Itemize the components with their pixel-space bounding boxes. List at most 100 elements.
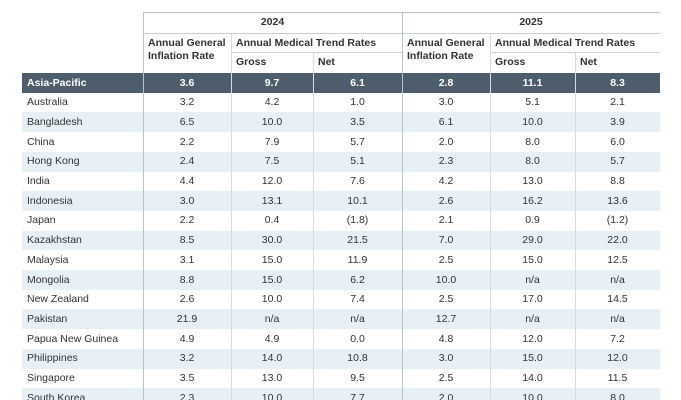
row-background bbox=[22, 329, 660, 350]
cell-value: 3.0 bbox=[438, 96, 454, 109]
cell-value: 12.0 bbox=[261, 175, 283, 187]
cell-value: 13.1 bbox=[261, 194, 283, 207]
row-background bbox=[22, 230, 660, 251]
row-label: Pakistan bbox=[27, 312, 68, 325]
cell-value: 3.2 bbox=[179, 96, 195, 109]
row-background bbox=[22, 92, 660, 113]
row-label: Hong Kong bbox=[27, 155, 80, 168]
cell-value: 10.0 bbox=[261, 391, 283, 400]
cell-value: 11.9 bbox=[347, 253, 368, 266]
cell-value: 2.0 bbox=[438, 135, 454, 148]
cell-value: 17.0 bbox=[522, 293, 543, 306]
cell-value: 21.9 bbox=[176, 312, 198, 325]
row-background bbox=[22, 210, 660, 232]
cell-value: 6.5 bbox=[179, 115, 195, 128]
cell-value: 2.6 bbox=[438, 194, 454, 207]
cell-value: 7.0 bbox=[438, 234, 454, 247]
column-divider bbox=[490, 34, 491, 400]
cell-value: 30.0 bbox=[261, 234, 283, 247]
net-header: Net bbox=[318, 56, 335, 68]
row-background bbox=[22, 388, 660, 400]
cell-value: 9.7 bbox=[264, 76, 280, 89]
cell-value: 11.5 bbox=[607, 372, 628, 384]
net-header: Net bbox=[580, 56, 597, 68]
cell-value: 5.7 bbox=[350, 135, 365, 148]
cell-value: 10.1 bbox=[347, 194, 368, 207]
cell-value: 8.0 bbox=[525, 155, 540, 168]
medical-header: Annual Medical Trend Rates bbox=[495, 37, 636, 49]
cell-value: 7.6 bbox=[350, 175, 365, 187]
cell-value: 7.9 bbox=[264, 135, 280, 148]
cell-value: 14.0 bbox=[261, 352, 283, 365]
cell-value: 2.1 bbox=[438, 214, 454, 227]
cell-value: 7.2 bbox=[610, 332, 625, 345]
row-label: Japan bbox=[27, 214, 56, 227]
cell-value: 10.8 bbox=[347, 352, 368, 365]
row-background bbox=[22, 112, 660, 133]
medical-line bbox=[490, 52, 660, 53]
cell-value: n/a bbox=[264, 312, 280, 325]
cell-value: 22.0 bbox=[607, 234, 628, 247]
row-label: India bbox=[27, 175, 50, 187]
cell-value: 14.0 bbox=[522, 372, 543, 384]
cell-value: 0.4 bbox=[264, 214, 280, 227]
cell-value: 2.0 bbox=[438, 391, 454, 400]
cell-value: 8.5 bbox=[179, 234, 195, 247]
cell-value: 2.5 bbox=[438, 293, 454, 306]
cell-value: 7.4 bbox=[350, 293, 365, 306]
row-background bbox=[22, 289, 660, 310]
cell-value: 2.3 bbox=[438, 155, 454, 168]
cell-value: 8.3 bbox=[610, 76, 625, 89]
cell-value: 2.3 bbox=[179, 391, 195, 400]
row-label: Philippines bbox=[27, 352, 78, 365]
cell-value: 2.1 bbox=[610, 96, 625, 109]
year-header: 2024 bbox=[260, 16, 285, 28]
cell-value: n/a bbox=[610, 312, 625, 325]
row-background bbox=[22, 151, 660, 172]
cell-value: 8.8 bbox=[179, 273, 195, 286]
cell-value: 4.8 bbox=[438, 332, 454, 345]
cell-value: (1.8) bbox=[346, 214, 369, 227]
cell-value: 16.2 bbox=[522, 194, 543, 207]
row-label: Indonesia bbox=[27, 194, 73, 207]
cell-value: 29.0 bbox=[522, 234, 543, 247]
cell-value: 8.0 bbox=[525, 135, 540, 148]
header-top-line bbox=[143, 12, 660, 13]
cell-value: 4.4 bbox=[179, 175, 195, 187]
cell-value: n/a bbox=[350, 312, 365, 325]
cell-value: 3.0 bbox=[438, 352, 454, 365]
cell-value: 1.0 bbox=[350, 96, 365, 109]
row-label: Mongolia bbox=[27, 273, 70, 286]
cell-value: 10.0 bbox=[522, 391, 543, 400]
cell-value: 13.0 bbox=[261, 372, 283, 384]
cell-value: 2.6 bbox=[179, 293, 195, 306]
cell-value: 0.0 bbox=[350, 332, 365, 345]
cell-value: 14.5 bbox=[607, 293, 628, 306]
cell-value: 15.0 bbox=[261, 253, 283, 266]
row-label: Australia bbox=[27, 96, 68, 109]
row-background bbox=[22, 309, 660, 330]
gross-header: Gross bbox=[236, 56, 267, 68]
cell-value: 2.2 bbox=[179, 214, 195, 227]
row-label: Singapore bbox=[27, 372, 75, 384]
cell-value: 2.5 bbox=[438, 372, 454, 384]
cell-value: 6.0 bbox=[610, 135, 625, 148]
column-divider bbox=[231, 34, 232, 400]
cell-value: 3.6 bbox=[179, 76, 195, 89]
cell-value: n/a bbox=[610, 273, 625, 286]
row-label: Malaysia bbox=[27, 253, 69, 266]
column-divider bbox=[575, 53, 576, 400]
cell-value: 3.1 bbox=[179, 253, 195, 266]
cell-value: 12.0 bbox=[522, 332, 543, 345]
row-label: China bbox=[27, 135, 55, 148]
row-background bbox=[22, 73, 660, 94]
cell-value: 4.9 bbox=[179, 332, 195, 345]
cell-value: 3.9 bbox=[610, 115, 625, 128]
row-label: Asia-Pacific bbox=[27, 76, 87, 89]
cell-value: 12.7 bbox=[435, 312, 457, 325]
cell-value: 6.1 bbox=[350, 76, 365, 89]
cell-value: 21.5 bbox=[347, 234, 368, 247]
row-label: Bangladesh bbox=[27, 115, 83, 128]
inflation-header: Annual General Inflation Rate bbox=[148, 37, 226, 62]
